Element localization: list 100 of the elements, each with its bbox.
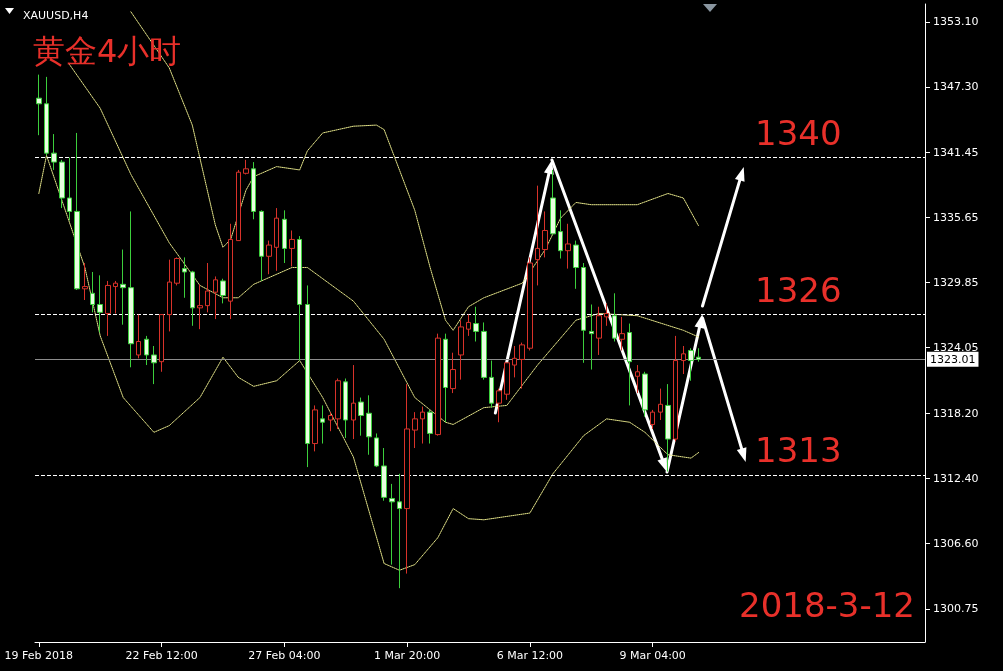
candlestick [113,280,118,314]
y-tick-label: 1353.10 [933,15,979,29]
candlestick [374,432,379,468]
candlestick [381,447,387,502]
candlestick [412,411,418,449]
candlestick [120,249,126,326]
x-tick-label: 22 Feb 12:00 [125,649,198,662]
candlestick [190,270,195,327]
candlestick [496,388,502,423]
candlestick [289,230,295,267]
candlestick [328,411,333,432]
candlestick [596,306,602,356]
candlestick [619,316,625,351]
candlestick [512,345,517,378]
candlestick [581,262,586,364]
candlestick [389,483,395,566]
text: 黄金4小时 [33,32,182,70]
candlestick [358,397,364,437]
x-tick-label: 9 Mar 04:00 [619,649,686,662]
y-tick-label: 1324.05 [933,341,979,355]
candlestick [696,347,701,363]
candlestick [220,278,226,304]
candlestick [558,209,563,260]
candlestick [259,209,264,282]
x-tick-label: 1 Mar 20:00 [373,649,441,662]
candlestick [90,271,95,313]
candlestick [550,169,556,235]
y-tick-label: 1335.65 [933,211,979,225]
candlestick [443,333,448,423]
candlestick [51,133,57,171]
candlestick [650,409,655,430]
candlestick [297,235,302,362]
candlestick [604,302,609,327]
candlestick [105,280,111,337]
candlestick [228,223,233,320]
candlestick [128,210,134,368]
line-series [38,154,700,571]
candlestick [642,371,648,418]
candlestick [243,159,249,175]
candlestick [182,256,187,299]
x-tick-label: 6 Mar 12:00 [496,649,564,662]
candlestick [82,262,88,301]
candlestick [527,256,533,351]
y-tick-label: 1329.85 [933,276,979,290]
candlestick [404,383,410,575]
annotation: 2018-3-12 [739,585,916,625]
candlestick [74,132,80,291]
candlestick [427,409,433,445]
candlestick [167,259,172,332]
candlestick [97,274,103,334]
y-tick-label: 1341.45 [933,146,979,160]
candlestick [305,284,310,468]
candlestick [466,314,471,337]
candlestick [236,169,241,242]
candlestick [274,207,279,272]
candlestick [481,321,487,381]
ref-line-label: 1323.01 [930,352,976,366]
candlestick [420,406,425,445]
candlestick [197,283,203,330]
candlestick [665,383,671,473]
candlestick [205,262,210,313]
candlestick [450,352,456,394]
candlestick [174,256,180,286]
candlestick [589,304,594,371]
candlestick [519,342,525,390]
candlestick [266,240,272,275]
candlestick [343,378,348,439]
candlestick [351,364,356,440]
candlestick [151,345,157,385]
candlestick [366,394,372,456]
candlestick [458,319,464,381]
candlestick [542,210,548,258]
candlestick [159,314,164,373]
y-tick-label: 1312.40 [933,471,979,485]
candlestick [312,404,318,452]
candlestick [612,292,617,342]
candlestick [573,240,579,290]
candlestick [213,275,218,320]
candlestick [688,347,694,382]
candlestick [144,335,149,366]
y-tick-label: 1347.30 [933,80,979,94]
candlestick [473,306,479,342]
candlestick [282,209,287,264]
y-tick-label: 1300.75 [933,602,979,616]
candlestick [320,404,325,445]
candlestick [673,335,678,442]
candlestick [565,223,571,270]
candlestick [681,345,686,375]
x-tick-label: 27 Feb 04:00 [248,649,321,662]
candlestick [59,159,65,209]
candlestick [397,473,402,589]
candlestick [658,388,663,421]
candlestick [504,362,510,401]
candlestick [535,185,540,286]
x-tick-label: 19 Feb 2018 [4,649,74,662]
y-tick-label: 1306.60 [933,536,979,550]
candlestick [136,314,141,359]
candlestick [635,364,640,394]
candlestick [489,360,494,409]
candlestick [335,378,341,430]
